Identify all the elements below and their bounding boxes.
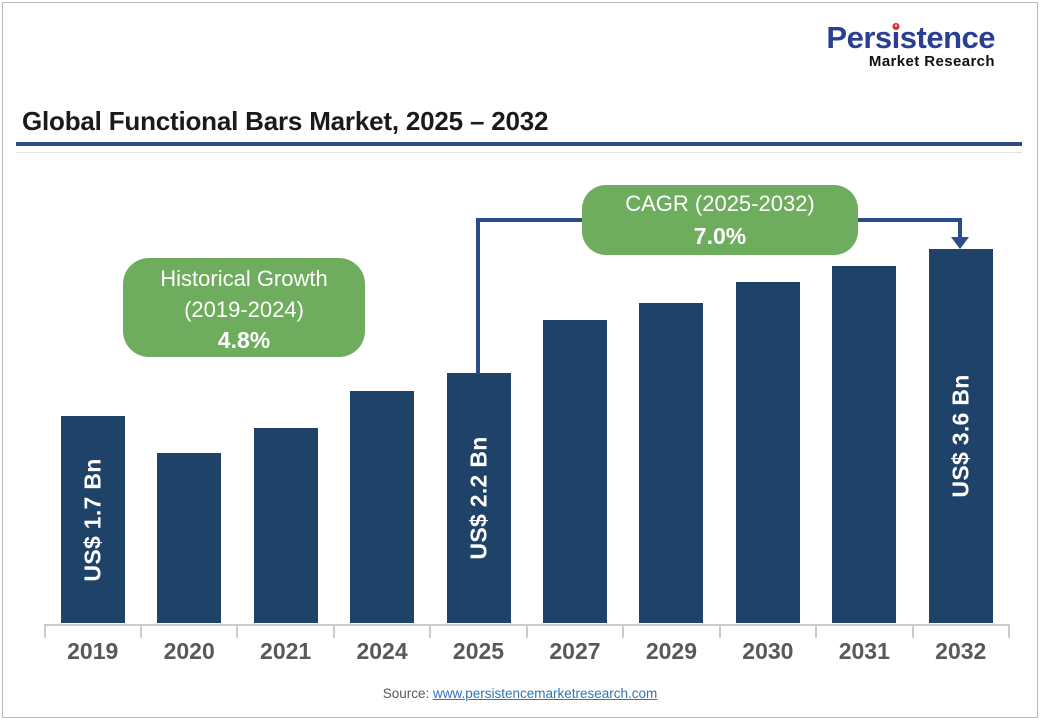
historical-growth-value: 4.8% bbox=[217, 327, 271, 353]
logo-text-i: ı bbox=[891, 20, 901, 55]
bar-2020 bbox=[157, 453, 222, 623]
historical-growth-period: (2019-2024) bbox=[184, 297, 304, 322]
bar-2032: US$ 3.6 Bn bbox=[928, 249, 993, 623]
bar-2027 bbox=[542, 320, 607, 623]
logo-text-post: stence bbox=[899, 20, 996, 55]
bar-value-label-2019: US$ 1.7 Bn bbox=[79, 457, 106, 582]
x-axis-tick bbox=[1008, 624, 1010, 638]
logo-wordmark: Pers + ıstence bbox=[826, 22, 995, 53]
logo-dot-star-icon: + bbox=[894, 23, 898, 30]
x-axis-tick bbox=[911, 624, 914, 638]
logo-tagline: Market Research bbox=[868, 53, 995, 70]
x-tick-label-2029: 2029 bbox=[645, 638, 697, 664]
bar-2030 bbox=[735, 282, 800, 623]
source-prefix: Source: bbox=[382, 686, 433, 701]
bar-2025: US$ 2.2 Bn bbox=[446, 373, 511, 623]
cagr-connector-right-line bbox=[958, 218, 962, 238]
x-axis-tick bbox=[718, 624, 721, 638]
x-tick-label-2030: 2030 bbox=[742, 638, 794, 664]
x-tick-label-2020: 2020 bbox=[163, 638, 215, 664]
cagr-value: 7.0% bbox=[693, 223, 747, 249]
title-underline-shadow bbox=[16, 152, 1022, 153]
x-tick-label-2027: 2027 bbox=[549, 638, 601, 664]
cagr-callout: CAGR (2025-2032) 7.0% bbox=[582, 185, 858, 255]
bar-value-label-2025: US$ 2.2 Bn bbox=[465, 436, 492, 560]
source-line: Source: www.persistencemarketresearch.co… bbox=[0, 686, 1040, 701]
bar-2024 bbox=[350, 391, 415, 623]
page-title: Global Functional Bars Market, 2025 – 20… bbox=[22, 106, 549, 136]
x-tick-label-2021: 2021 bbox=[260, 638, 312, 664]
x-axis-tick bbox=[429, 624, 432, 638]
x-tick-label-2032: 2032 bbox=[935, 638, 987, 664]
bar-2029 bbox=[639, 303, 704, 623]
cagr-arrowhead-icon bbox=[951, 237, 969, 249]
x-axis-tick bbox=[139, 624, 142, 638]
bar-value-label-2032: US$ 3.6 Bn bbox=[947, 374, 974, 498]
x-tick-label-2019: 2019 bbox=[67, 638, 119, 664]
logo-red-dot-icon: + bbox=[892, 23, 900, 30]
cagr-connector-left-line bbox=[476, 218, 480, 374]
x-tick-label-2031: 2031 bbox=[838, 638, 890, 664]
x-axis-tick bbox=[622, 624, 625, 638]
x-axis-tick bbox=[43, 624, 46, 638]
x-axis-tick bbox=[236, 624, 239, 638]
source-link[interactable]: www.persistencemarketresearch.com bbox=[432, 686, 658, 701]
title-underline bbox=[16, 142, 1022, 146]
historical-growth-callout: Historical Growth (2019-2024) 4.8% bbox=[123, 258, 365, 357]
bar-2031 bbox=[832, 266, 897, 623]
logo-text-pre: Pers bbox=[826, 20, 892, 55]
x-axis-tick bbox=[815, 624, 818, 638]
bar-2019: US$ 1.7 Bn bbox=[60, 416, 125, 623]
x-tick-label-2025: 2025 bbox=[452, 638, 505, 664]
logo-letter-i: + ı bbox=[891, 20, 901, 55]
x-axis-tick bbox=[525, 624, 528, 638]
historical-growth-label: Historical Growth bbox=[160, 266, 328, 291]
cagr-label: CAGR (2025-2032) bbox=[625, 191, 815, 216]
x-tick-label-2024: 2024 bbox=[356, 638, 408, 664]
company-logo: Pers + ıstence Market Research bbox=[826, 22, 995, 69]
bar-2021 bbox=[253, 428, 318, 623]
x-axis-tick bbox=[332, 624, 335, 638]
